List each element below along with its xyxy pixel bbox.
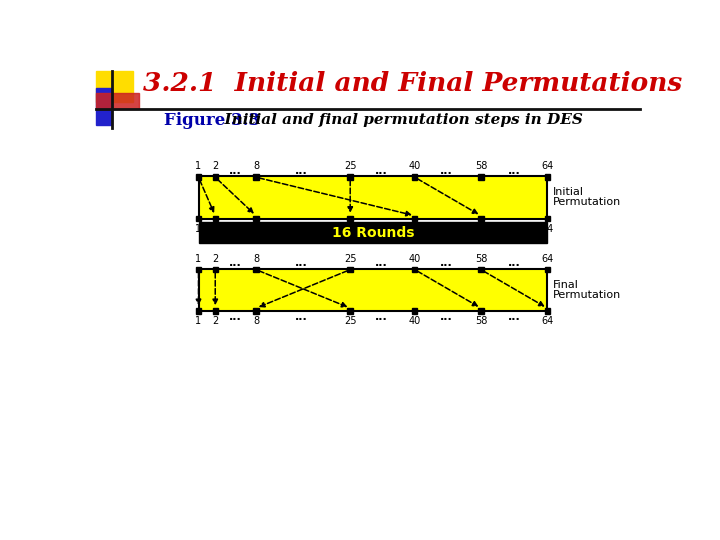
Bar: [348, 267, 353, 272]
Bar: [96, 71, 133, 102]
Text: 64: 64: [541, 161, 554, 171]
Text: 40: 40: [409, 316, 421, 326]
Bar: [478, 308, 484, 314]
Text: ...: ...: [229, 166, 241, 176]
Text: ...: ...: [295, 166, 307, 176]
Bar: [199, 269, 547, 311]
Bar: [348, 215, 353, 221]
Text: ...: ...: [375, 259, 388, 268]
Bar: [196, 174, 201, 179]
Bar: [544, 215, 550, 221]
Text: ...: ...: [295, 312, 307, 322]
Text: 8: 8: [253, 316, 259, 326]
Text: Figure 3.3: Figure 3.3: [163, 112, 260, 129]
Text: 58: 58: [474, 224, 487, 234]
Bar: [544, 267, 550, 272]
Bar: [196, 267, 201, 272]
Text: ...: ...: [375, 219, 388, 229]
Text: 3.2.1  Initial and Final Permutations: 3.2.1 Initial and Final Permutations: [143, 71, 682, 96]
Text: ...: ...: [375, 166, 388, 176]
Text: ...: ...: [440, 219, 452, 229]
Text: 1: 1: [195, 316, 202, 326]
Text: 58: 58: [474, 161, 487, 171]
Bar: [212, 174, 218, 179]
Text: 64: 64: [541, 254, 554, 264]
Text: ...: ...: [295, 259, 307, 268]
Text: 2: 2: [212, 254, 218, 264]
Bar: [478, 215, 484, 221]
Text: 25: 25: [344, 254, 356, 264]
Bar: [348, 308, 353, 314]
Text: ...: ...: [508, 219, 521, 229]
Text: Initial and final permutation steps in DES: Initial and final permutation steps in D…: [214, 113, 583, 127]
Text: ...: ...: [229, 219, 241, 229]
Bar: [253, 308, 258, 314]
Text: 64: 64: [541, 224, 554, 234]
Bar: [253, 267, 258, 272]
Text: Permutation: Permutation: [553, 289, 621, 300]
Text: Final: Final: [553, 280, 579, 289]
Bar: [412, 215, 418, 221]
Text: 8: 8: [253, 254, 259, 264]
Text: 1: 1: [195, 224, 202, 234]
Bar: [348, 174, 353, 179]
Text: 16 Rounds: 16 Rounds: [332, 226, 414, 240]
Text: 25: 25: [344, 224, 356, 234]
Text: 2: 2: [212, 316, 218, 326]
Text: 64: 64: [541, 316, 554, 326]
Text: 1: 1: [195, 161, 202, 171]
Bar: [199, 222, 547, 244]
Bar: [212, 267, 218, 272]
Text: ...: ...: [229, 259, 241, 268]
Text: ...: ...: [295, 219, 307, 229]
Bar: [544, 308, 550, 314]
Bar: [96, 92, 139, 110]
Text: ...: ...: [508, 312, 521, 322]
Bar: [253, 174, 258, 179]
Bar: [196, 308, 201, 314]
Text: 8: 8: [253, 161, 259, 171]
Text: ...: ...: [440, 312, 452, 322]
Text: 2: 2: [212, 224, 218, 234]
Text: 2: 2: [212, 161, 218, 171]
Bar: [478, 174, 484, 179]
Text: 8: 8: [253, 224, 259, 234]
Bar: [412, 308, 418, 314]
Text: Initial: Initial: [553, 187, 584, 197]
Text: 1: 1: [195, 254, 202, 264]
Bar: [96, 88, 112, 125]
Text: ...: ...: [229, 312, 241, 322]
Bar: [199, 177, 547, 219]
Text: 40: 40: [409, 161, 421, 171]
Text: 25: 25: [344, 316, 356, 326]
Text: 25: 25: [344, 161, 356, 171]
Bar: [412, 174, 418, 179]
Bar: [253, 215, 258, 221]
Text: ...: ...: [440, 166, 452, 176]
Text: ...: ...: [440, 259, 452, 268]
Text: 40: 40: [409, 224, 421, 234]
Text: 40: 40: [409, 254, 421, 264]
Bar: [544, 174, 550, 179]
Bar: [196, 215, 201, 221]
Text: ...: ...: [508, 166, 521, 176]
Text: ...: ...: [508, 259, 521, 268]
Bar: [212, 308, 218, 314]
Bar: [412, 267, 418, 272]
Text: 58: 58: [474, 316, 487, 326]
Bar: [478, 267, 484, 272]
Bar: [212, 215, 218, 221]
Text: 58: 58: [474, 254, 487, 264]
Text: ...: ...: [375, 312, 388, 322]
Text: Permutation: Permutation: [553, 197, 621, 207]
